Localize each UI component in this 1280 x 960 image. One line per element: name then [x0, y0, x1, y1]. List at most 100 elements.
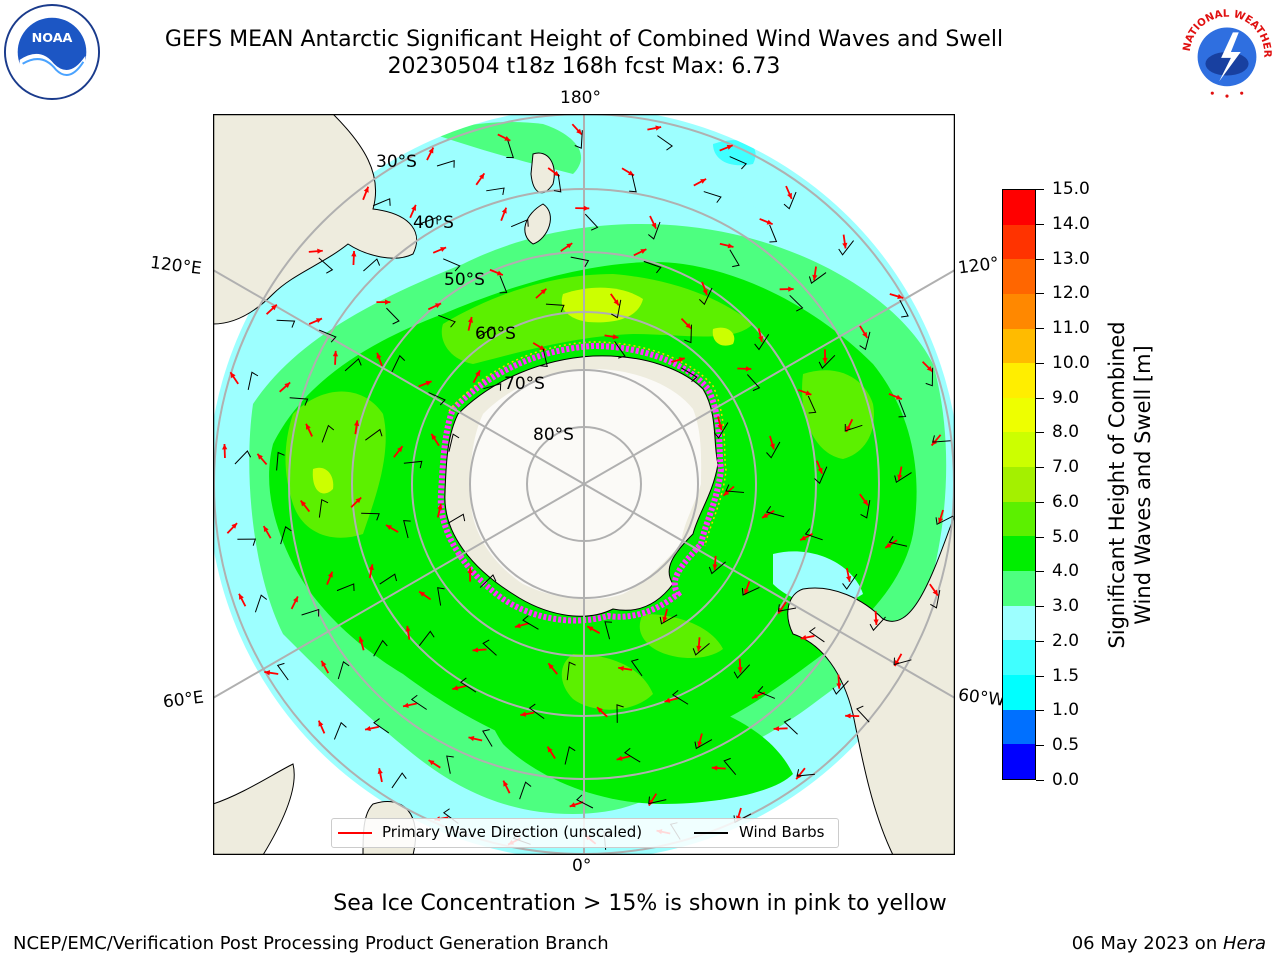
wave-arrow	[452, 685, 467, 691]
colorbar-tick-label: 11.0	[1052, 318, 1090, 339]
colorbar-tick	[1036, 501, 1044, 503]
sea-ice-note: Sea Ice Concentration > 15% is shown in …	[333, 891, 947, 916]
wind-barb	[482, 639, 497, 656]
wind-barb	[379, 573, 398, 585]
colorbar-tick	[1036, 536, 1044, 538]
colorbar-segment	[1003, 259, 1035, 294]
wave-arrow	[326, 571, 334, 585]
wind-barb	[344, 358, 362, 372]
wave-arrow	[332, 350, 339, 365]
colorbar-label-line2: Wind Waves and Swell [m]	[1131, 345, 1155, 625]
colorbar-tick-label: 9.0	[1052, 387, 1080, 408]
colorbar-tick-label: 1.0	[1052, 700, 1080, 721]
barb-legend-swatch	[694, 832, 728, 834]
wave-arrow	[502, 780, 511, 794]
wind-barb	[318, 257, 334, 274]
wind-barb	[804, 528, 823, 541]
wave-arrow	[842, 234, 848, 249]
wave-arrow	[409, 204, 417, 219]
wind-barb	[540, 348, 548, 367]
wind-barb	[659, 614, 678, 625]
wind-barb	[713, 422, 729, 439]
wave-arrow	[662, 608, 669, 623]
colorbar-tick	[1036, 780, 1044, 781]
colorbar-segment	[1003, 605, 1035, 641]
colorbar-tick	[1036, 397, 1044, 399]
wind-barb	[783, 191, 797, 210]
polar-map	[213, 114, 955, 855]
wind-barb	[276, 319, 296, 328]
wave-arrow	[649, 215, 657, 230]
wind-barb	[403, 460, 423, 469]
colorbar-segment	[1003, 571, 1035, 606]
wave-arrow	[773, 726, 788, 732]
colorbar-tick-label: 8.0	[1052, 422, 1080, 443]
wave-arrow	[929, 583, 939, 597]
wave-arrow	[888, 392, 903, 401]
wind-barb	[746, 374, 761, 392]
wave-arrow	[873, 610, 879, 625]
wind-barb	[684, 324, 692, 344]
colorbar-tick	[1036, 675, 1044, 677]
wind-barb	[611, 299, 622, 319]
graticule	[213, 114, 955, 855]
wind-barb	[814, 466, 828, 485]
wind-barb	[276, 451, 285, 471]
colorbar-segment	[1003, 640, 1035, 675]
wind-barb	[935, 515, 954, 526]
wave-arrow	[472, 369, 481, 384]
wind-barb	[584, 213, 599, 231]
wind-barb	[859, 331, 871, 351]
wind-barb	[448, 433, 460, 452]
noaa-logo: NOAA	[3, 3, 101, 101]
wave-arrow	[377, 768, 383, 783]
sea-ice-edge	[437, 342, 725, 624]
wind-barb	[373, 639, 388, 657]
wave-arrow	[226, 522, 238, 534]
wave-legend-label: Primary Wave Direction (unscaled)	[382, 823, 643, 841]
map-legend: Primary Wave Direction (unscaled) Wind B…	[331, 818, 839, 848]
wind-barb	[528, 703, 545, 720]
wave-arrow	[264, 670, 279, 676]
colorbar-tick-label: 13.0	[1052, 248, 1090, 269]
wind-barb	[545, 303, 565, 312]
wind-barb	[564, 746, 576, 765]
wave-arrow	[320, 660, 330, 674]
lon-label-60w: 60°W	[956, 685, 1006, 711]
wind-barb	[616, 704, 624, 723]
wave-arrow	[430, 433, 440, 447]
wave-arrow	[757, 328, 764, 343]
wind-barb	[808, 272, 827, 284]
colorbar-tick-label: 1.5	[1052, 665, 1080, 686]
wave-arrow	[697, 733, 703, 748]
wind-barb	[337, 660, 350, 680]
wave-arrow	[596, 706, 608, 718]
wave-arrow	[418, 380, 432, 388]
wind-barb	[479, 574, 497, 588]
lat-label-30s: 30°S	[376, 152, 417, 172]
wind-barb	[365, 428, 383, 441]
wind-barb	[437, 587, 445, 606]
wave-arrow	[897, 466, 903, 481]
wind-barb	[703, 191, 722, 203]
wave-arrow	[475, 172, 486, 186]
wind-barb	[499, 275, 508, 294]
colorbar-segment	[1003, 224, 1035, 260]
wind-barb	[403, 520, 411, 539]
wave-arrow	[514, 622, 529, 629]
wave-arrow	[362, 186, 370, 201]
wave-arrow	[427, 302, 442, 311]
wind-barb	[708, 561, 726, 575]
wave-arrow	[859, 325, 869, 339]
wave-arrow	[547, 662, 558, 675]
wind-barb	[418, 630, 435, 646]
wave-arrow	[769, 435, 775, 450]
wave-arrow	[426, 147, 435, 161]
wind-barb	[254, 594, 268, 613]
wind-barb	[576, 794, 594, 809]
colorbar-tick	[1036, 606, 1044, 608]
wind-barb	[276, 662, 289, 681]
colorbar-tick	[1036, 362, 1044, 364]
wave-arrow	[647, 125, 662, 131]
barb-legend-label: Wind Barbs	[739, 823, 825, 841]
